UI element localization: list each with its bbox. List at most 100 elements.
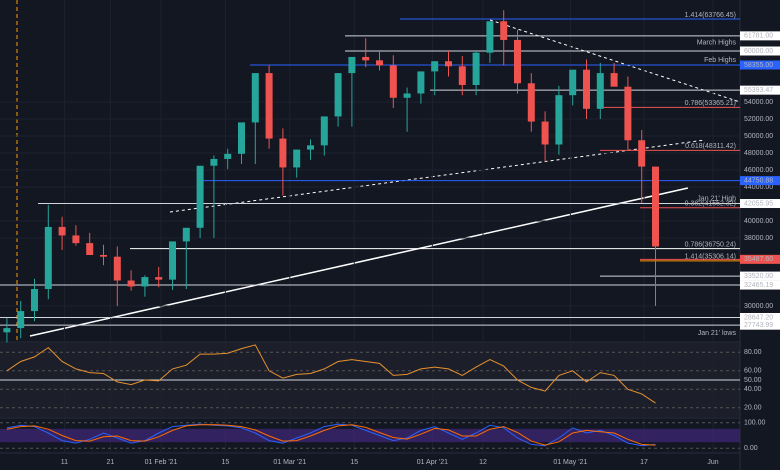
candle-body — [458, 66, 466, 85]
level-box — [740, 280, 780, 290]
y-tick-label: 48000.00 — [744, 150, 773, 157]
y-tick-label: 38000.00 — [744, 235, 773, 242]
x-tick-label: 15 — [221, 459, 229, 466]
candle-body — [155, 277, 163, 280]
level-box — [740, 85, 780, 95]
candle-body — [169, 241, 176, 280]
candle-body — [389, 65, 397, 98]
level-box — [740, 254, 780, 264]
x-tick-label: 12 — [479, 459, 487, 466]
rsi-tick-label: 80.00 — [744, 349, 762, 356]
candle-body — [472, 52, 480, 85]
candle-body — [210, 158, 218, 166]
fib-label: 0.786(53365.21) — [685, 100, 736, 107]
candle-body — [113, 256, 121, 281]
level-box — [740, 320, 780, 330]
y-tick-label: 30000.00 — [744, 303, 773, 310]
y-tick-label: 46000.00 — [744, 167, 773, 174]
candle-body — [182, 227, 190, 242]
fib-label: 0.786(36750.24) — [685, 241, 736, 248]
level-label: 27743.99 — [744, 322, 773, 329]
level-label: 32465.19 — [744, 282, 773, 289]
level-note: Feb Highs — [704, 57, 736, 64]
x-tick-label: 01 Apr '21 — [417, 459, 448, 466]
x-tick-label: 21 — [107, 459, 115, 466]
level-box — [740, 176, 780, 186]
candle-body — [100, 255, 107, 257]
candle-body — [431, 61, 439, 72]
candle-body — [58, 226, 66, 236]
trend-line — [29, 187, 689, 337]
candle-body — [569, 69, 577, 96]
y-tick-label: 50000.00 — [744, 133, 773, 140]
candle-body — [31, 289, 38, 312]
stoch-band — [0, 428, 740, 443]
candle-body — [334, 73, 342, 117]
candle-body — [224, 153, 232, 159]
candle-body — [403, 93, 411, 98]
x-tick-label: 01 Feb '21 — [145, 459, 178, 466]
candle-body — [583, 69, 590, 109]
candle-body — [500, 21, 508, 40]
candle-body — [251, 73, 259, 123]
candle-body — [127, 280, 135, 287]
candle-body — [514, 39, 521, 84]
candle-body — [445, 61, 452, 67]
fib-label: 0.382(41552.32) — [685, 201, 736, 208]
level-box — [740, 312, 780, 322]
candle-body — [3, 328, 11, 333]
candle-body — [638, 140, 646, 167]
fib-label: 1.414(35306.14) — [685, 254, 736, 261]
candle-body — [265, 73, 273, 139]
y-tick-label: 54000.00 — [744, 99, 773, 106]
candle-body — [596, 73, 604, 109]
y-tick-label: 40000.00 — [744, 218, 773, 225]
candle-body — [376, 60, 383, 66]
candle-body — [348, 56, 356, 74]
candle-body — [141, 277, 149, 287]
candle-body — [196, 165, 204, 228]
x-tick-label: Jun — [707, 459, 718, 466]
rsi-tick-label: 50.00 — [744, 377, 762, 384]
candle-body — [555, 95, 563, 145]
level-label: 33520.00 — [744, 273, 773, 280]
candle-body — [527, 83, 535, 122]
y-tick-label: 52000.00 — [744, 116, 773, 123]
rsi-line — [6, 344, 656, 404]
level-label: 58355.00 — [744, 62, 773, 69]
level-box — [740, 199, 780, 209]
level-label: 35487.60 — [744, 256, 773, 263]
candle-body — [279, 138, 287, 168]
level-label: 60000.00 — [744, 48, 773, 55]
level-box — [740, 46, 780, 56]
candle-body — [417, 71, 425, 94]
level-label: 61781.00 — [744, 33, 773, 40]
x-tick-label: 15 — [350, 459, 358, 466]
trend-line — [489, 19, 741, 103]
candle-body — [362, 56, 370, 61]
candle-body — [541, 121, 549, 145]
y-tick-label: 44000.00 — [744, 184, 773, 191]
level-label: 42055.95 — [744, 200, 773, 207]
level-box — [740, 271, 780, 281]
x-tick-label: 01 May '21 — [553, 459, 587, 466]
candle-body — [624, 86, 632, 141]
stoch-d-line — [6, 424, 656, 446]
candle-body — [86, 243, 94, 255]
x-tick-label: 11 — [61, 459, 68, 466]
level-note: Jan 21' lows — [698, 330, 737, 337]
candle-body — [44, 226, 52, 289]
fib-label: 0.618(48311.42) — [685, 143, 736, 150]
candle-body — [652, 166, 659, 247]
candle-body — [320, 116, 328, 146]
level-label: 28647.20 — [744, 314, 773, 321]
rsi-tick-label: 60.00 — [744, 368, 762, 375]
level-note: March Highs — [697, 39, 737, 46]
level-note: Jan 21' High — [697, 196, 736, 203]
candle-body — [307, 145, 314, 150]
rsi-tick-label: 20.00 — [744, 405, 762, 412]
level-label: 44750.88 — [744, 177, 773, 184]
level-label: 55393.47 — [744, 87, 773, 94]
candle-body — [293, 149, 301, 168]
